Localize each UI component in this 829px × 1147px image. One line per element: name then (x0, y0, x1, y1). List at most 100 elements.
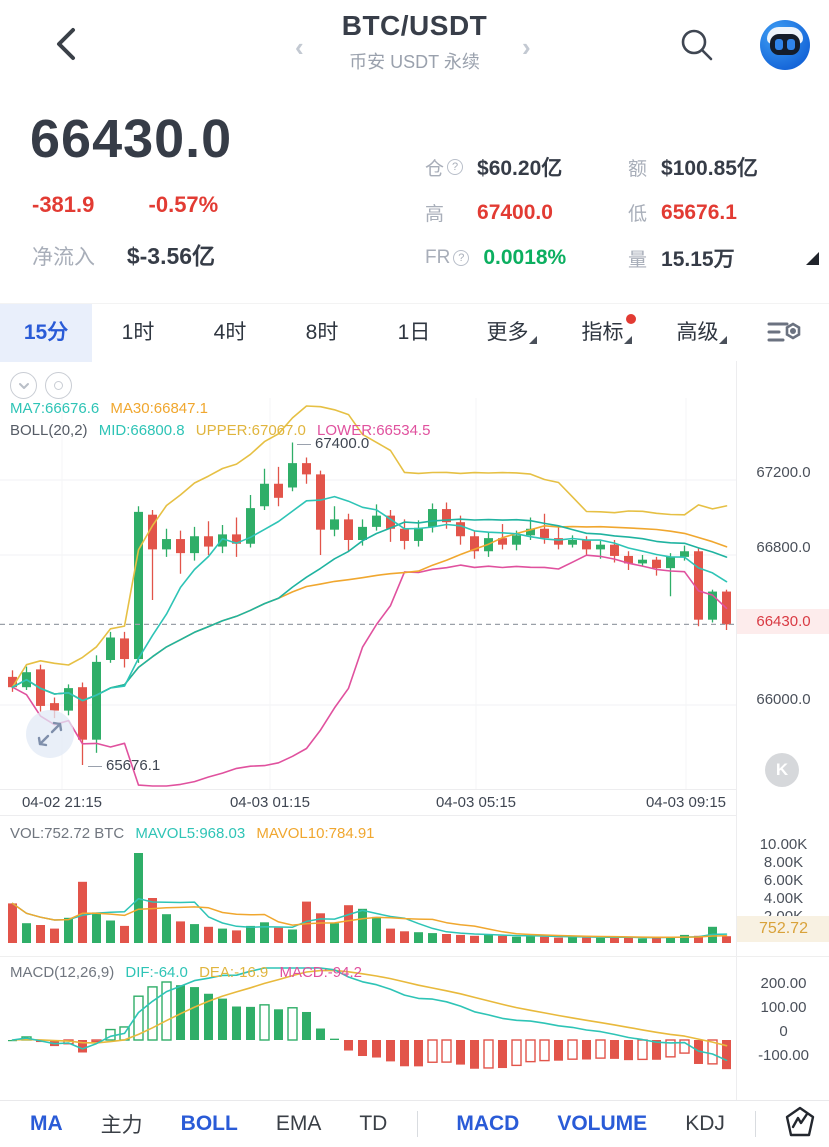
macd-histogram-bar (665, 1039, 676, 1058)
volume-bar (610, 936, 619, 943)
footer-item-kdj[interactable]: KDJ (685, 1112, 725, 1135)
menu-indicators[interactable]: 指标 (555, 304, 650, 362)
macd-histogram-bar (204, 993, 213, 1040)
mavol10-label: MAVOL10:784.91 (256, 825, 375, 842)
footer-item-macd[interactable]: MACD (456, 1112, 520, 1135)
macd-histogram-bar (302, 1011, 311, 1040)
footer-item-td[interactable]: TD (359, 1112, 388, 1135)
time-tick: 04-03 01:15 (229, 794, 311, 811)
indicator-line (11, 495, 728, 702)
stat-label-low: 低 (628, 204, 648, 225)
stats-expand-triangle[interactable] (806, 252, 819, 265)
stat-label-position: 仓 (425, 158, 445, 180)
stat-label-high: 高 (425, 204, 445, 225)
macd-histogram-bar (386, 1040, 395, 1062)
candle-body (50, 703, 59, 711)
macd-histogram-bar (637, 1039, 648, 1061)
volume-bar (428, 933, 437, 943)
macd-title: MACD(12,26,9) (10, 964, 115, 981)
volume-bar (358, 908, 367, 943)
macd-histogram-bar (624, 1040, 633, 1061)
ma7-label: MA7:66676.6 (10, 400, 100, 417)
volume-bar (64, 917, 73, 943)
expand-chart-button[interactable] (26, 710, 74, 758)
indicator-line (11, 405, 728, 689)
footer-item-ema[interactable]: EMA (275, 1112, 322, 1135)
volume-bar (288, 929, 297, 943)
volume-bar (526, 935, 535, 943)
candle-body (344, 519, 353, 540)
kline-volume-macd-svg[interactable] (0, 370, 736, 1100)
chart-area[interactable] (0, 370, 736, 1100)
macd-histogram-bar (372, 1040, 381, 1058)
volume-bar (694, 935, 703, 943)
macd-histogram-bar (679, 1039, 690, 1054)
dea-label: DEA:-16.9 (199, 964, 269, 981)
period-tab-bar: 15分 1时 4时 8时 1日 更多 指标 高级 (0, 303, 829, 362)
volume-bar (372, 916, 381, 943)
caret-icon (623, 335, 632, 344)
volume-bar (666, 936, 675, 943)
volume-bar (218, 928, 227, 943)
help-icon[interactable]: ? (447, 159, 464, 175)
candle-body (372, 515, 381, 527)
menu-advanced[interactable]: 高级 (650, 304, 745, 362)
footer-item-zhuli[interactable]: 主力 (100, 1114, 143, 1137)
help-icon[interactable]: ? (453, 250, 470, 266)
indicator-settings-icon[interactable] (765, 316, 805, 350)
macd-tick: -100.00 (758, 1047, 809, 1064)
volume-bar (414, 932, 423, 943)
volume-bar (162, 914, 171, 943)
candle-body (554, 538, 563, 545)
macd-histogram-bar (232, 1006, 241, 1040)
tab-8h[interactable]: 8时 (305, 320, 339, 344)
caret-icon (528, 335, 537, 344)
candle-body (470, 536, 479, 552)
tab-1d[interactable]: 1日 (397, 320, 431, 344)
candle-body (134, 511, 143, 660)
volume-bar (8, 903, 17, 943)
macd-histogram-bar (441, 1039, 452, 1063)
macd-tick: 0 (779, 1023, 788, 1040)
stat-value-turnover: $100.85亿 (661, 157, 758, 180)
candle-body (120, 638, 129, 660)
volume-bar (344, 905, 353, 943)
candle-body (582, 540, 591, 550)
candle-body (288, 463, 297, 488)
footer-item-volume[interactable]: VOLUME (557, 1112, 648, 1135)
prev-symbol-arrow[interactable]: ‹ (295, 32, 304, 62)
volume-bar (624, 937, 633, 943)
price-change-pct: -0.57% (148, 192, 219, 217)
volume-bar (120, 925, 129, 943)
macd-histogram-bar (344, 1040, 353, 1051)
tab-1h[interactable]: 1时 (121, 320, 155, 344)
footer-item-boll[interactable]: BOLL (180, 1112, 238, 1135)
macd-label-row: MACD(12,26,9) DIF:-64.0 DEA:-16.9 MACD:-… (10, 964, 369, 981)
candle-body (666, 556, 675, 569)
macd-histogram-bar (78, 1040, 87, 1053)
tab-4h[interactable]: 4时 (213, 320, 247, 344)
candle-body (540, 528, 549, 539)
chart-style-icon[interactable] (784, 1105, 816, 1144)
macd-histogram-bar (246, 1006, 255, 1040)
net-inflow-value: $-3.56亿 (126, 243, 216, 269)
candle-body (330, 519, 339, 530)
candle-body (610, 544, 619, 556)
search-icon[interactable] (678, 26, 716, 64)
back-button[interactable] (46, 22, 90, 66)
macd-histogram-bar (582, 1040, 591, 1060)
next-symbol-arrow[interactable]: › (522, 32, 531, 62)
menu-more[interactable]: 更多 (460, 304, 555, 362)
volume-bar (176, 921, 185, 943)
macd-histogram-bar (694, 1040, 703, 1064)
footer-item-ma[interactable]: MA (30, 1112, 63, 1135)
screenshot-icon[interactable] (45, 372, 72, 399)
mavol5-label: MAVOL5:968.03 (135, 825, 246, 842)
mascot-eye (775, 39, 783, 50)
time-axis: 04-02 21:15 04-03 01:15 04-03 05:15 04-0… (0, 789, 829, 816)
app-mascot-icon[interactable] (760, 20, 810, 70)
tab-15min[interactable]: 15分 (0, 303, 92, 362)
collapse-chart-icon[interactable] (10, 372, 37, 399)
macd-histogram-bar (316, 1028, 325, 1040)
